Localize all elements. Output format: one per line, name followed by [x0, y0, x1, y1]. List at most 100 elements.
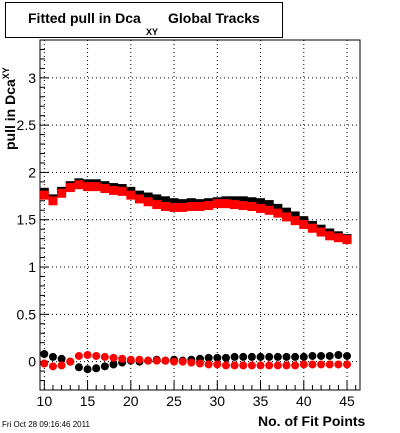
data-point — [213, 360, 222, 369]
data-point — [230, 352, 239, 361]
data-point — [48, 352, 57, 361]
data-point — [247, 201, 257, 211]
data-point — [299, 352, 308, 361]
data-point — [48, 362, 57, 371]
data-point — [238, 196, 248, 206]
data-point — [273, 208, 283, 218]
data-point — [265, 361, 274, 370]
x-tick-label: 25 — [166, 393, 182, 409]
data-point — [256, 352, 265, 361]
data-point — [195, 201, 205, 211]
data-point — [264, 200, 274, 210]
data-point — [256, 361, 265, 370]
data-point — [325, 351, 334, 360]
data-point — [57, 188, 67, 198]
data-point — [187, 358, 196, 367]
data-point — [74, 363, 83, 372]
data-point — [291, 361, 300, 370]
data-point — [264, 205, 274, 215]
data-point — [221, 199, 231, 209]
data-point — [169, 198, 179, 208]
data-point — [40, 350, 49, 359]
data-point — [100, 352, 109, 361]
data-point — [83, 351, 92, 359]
data-point — [117, 186, 127, 196]
chart-title-main: Fitted pull in Dca — [28, 10, 141, 26]
data-point — [100, 184, 110, 194]
data-point — [161, 356, 170, 365]
x-tick-label: 35 — [253, 393, 269, 409]
data-point — [333, 233, 343, 243]
data-point — [238, 201, 248, 211]
data-point — [143, 197, 153, 207]
y-tick-label: 2.5 — [17, 117, 37, 133]
data-point — [308, 351, 317, 360]
y-axis-label-text: pull in Dca — [2, 79, 18, 150]
y-tick-label: 1 — [28, 259, 36, 275]
data-point — [66, 357, 75, 366]
data-point — [325, 231, 335, 241]
data-point — [343, 360, 352, 369]
data-point — [307, 223, 317, 233]
data-point — [213, 353, 222, 362]
data-point — [239, 361, 248, 370]
x-axis-label: No. of Fit Points — [258, 413, 366, 429]
data-point — [273, 352, 282, 361]
data-point — [256, 203, 266, 213]
data-point — [57, 354, 66, 363]
data-point — [152, 194, 162, 204]
data-point — [109, 353, 118, 362]
data-point — [186, 201, 196, 211]
data-point — [65, 183, 75, 193]
data-point — [48, 196, 58, 206]
x-tick-label: 40 — [296, 393, 312, 409]
data-point — [134, 194, 144, 204]
data-point — [290, 216, 300, 226]
data-point — [152, 200, 162, 210]
x-tick-label: 20 — [123, 393, 139, 409]
data-point — [230, 200, 240, 210]
x-tick-label: 15 — [80, 393, 96, 409]
data-point — [160, 196, 170, 206]
data-point — [221, 353, 230, 362]
data-point — [204, 360, 213, 369]
y-tick-label: 2 — [28, 164, 36, 180]
x-tick-label: 45 — [339, 393, 355, 409]
data-point — [230, 361, 239, 370]
y-tick-label: 1.5 — [17, 212, 37, 228]
data-point — [282, 352, 291, 361]
data-point — [109, 360, 118, 369]
data-point — [196, 359, 204, 368]
data-point — [343, 351, 352, 360]
x-tick-label: 30 — [210, 393, 226, 409]
data-point — [83, 365, 92, 374]
data-point — [325, 360, 334, 369]
data-point — [239, 352, 248, 361]
chart-title-rest: Global Tracks — [168, 10, 260, 26]
data-point — [282, 361, 291, 370]
data-point — [317, 360, 326, 369]
data-point — [290, 211, 300, 221]
data-point — [334, 360, 343, 369]
timestamp: Fri Oct 28 09:16:46 2011 — [2, 420, 90, 429]
data-point — [118, 354, 127, 363]
data-point — [74, 180, 84, 190]
data-point — [92, 364, 101, 373]
data-point — [291, 352, 300, 361]
y-axis-label-subscript: XY — [1, 67, 11, 80]
data-point — [135, 355, 144, 364]
data-point — [126, 355, 135, 364]
data-point — [160, 201, 170, 211]
data-point — [126, 190, 136, 200]
data-point — [109, 185, 119, 195]
data-point — [83, 182, 93, 192]
data-point — [273, 361, 282, 370]
y-tick-label: 3 — [28, 70, 36, 86]
data-point — [40, 359, 49, 368]
data-point — [247, 352, 256, 361]
data-point — [74, 351, 83, 360]
data-point — [143, 192, 153, 202]
data-point — [281, 207, 291, 217]
chart-title-subscript: XY — [146, 27, 159, 37]
